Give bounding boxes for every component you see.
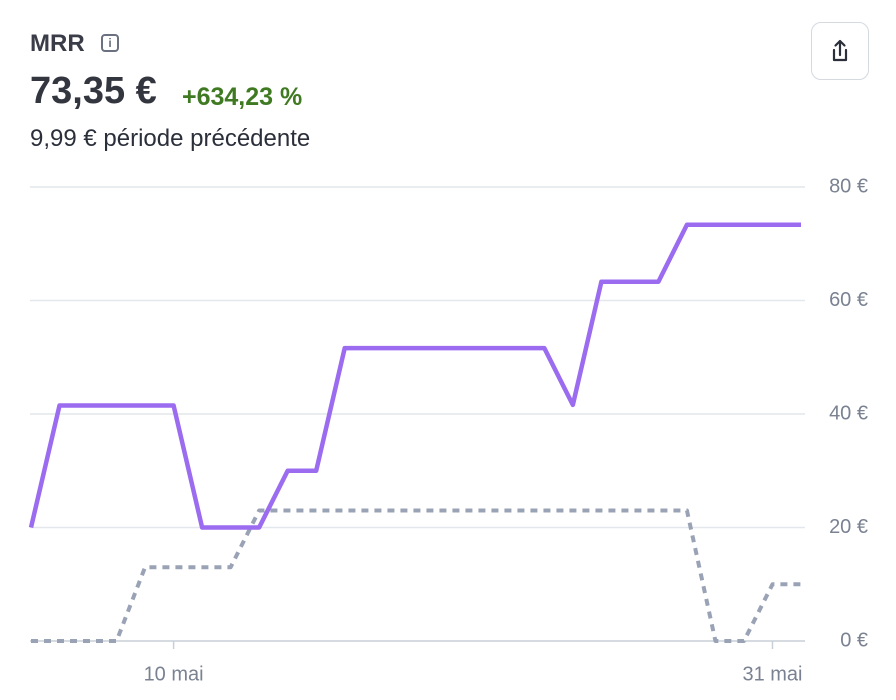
- y-tick-label: 40 €: [829, 402, 868, 424]
- y-tick-label: 20 €: [829, 516, 868, 538]
- series-line: [28, 222, 801, 530]
- title: MRR: [30, 30, 85, 57]
- share-button[interactable]: [811, 22, 869, 80]
- info-icon[interactable]: i: [101, 34, 119, 52]
- y-tick-label: 80 €: [829, 175, 868, 197]
- previous: 9,99 € période précédente: [30, 125, 311, 152]
- series-line: [31, 508, 801, 643]
- value: 73,35 €: [30, 70, 157, 112]
- x-tick-label: 31 mai: [742, 663, 802, 685]
- x-tick-label: 10 mai: [144, 663, 204, 685]
- y-tick-label: 60 €: [829, 289, 868, 311]
- share-icon: [832, 39, 848, 62]
- y-tick-label: 0 €: [840, 629, 868, 651]
- change: +634,23 %: [182, 83, 303, 111]
